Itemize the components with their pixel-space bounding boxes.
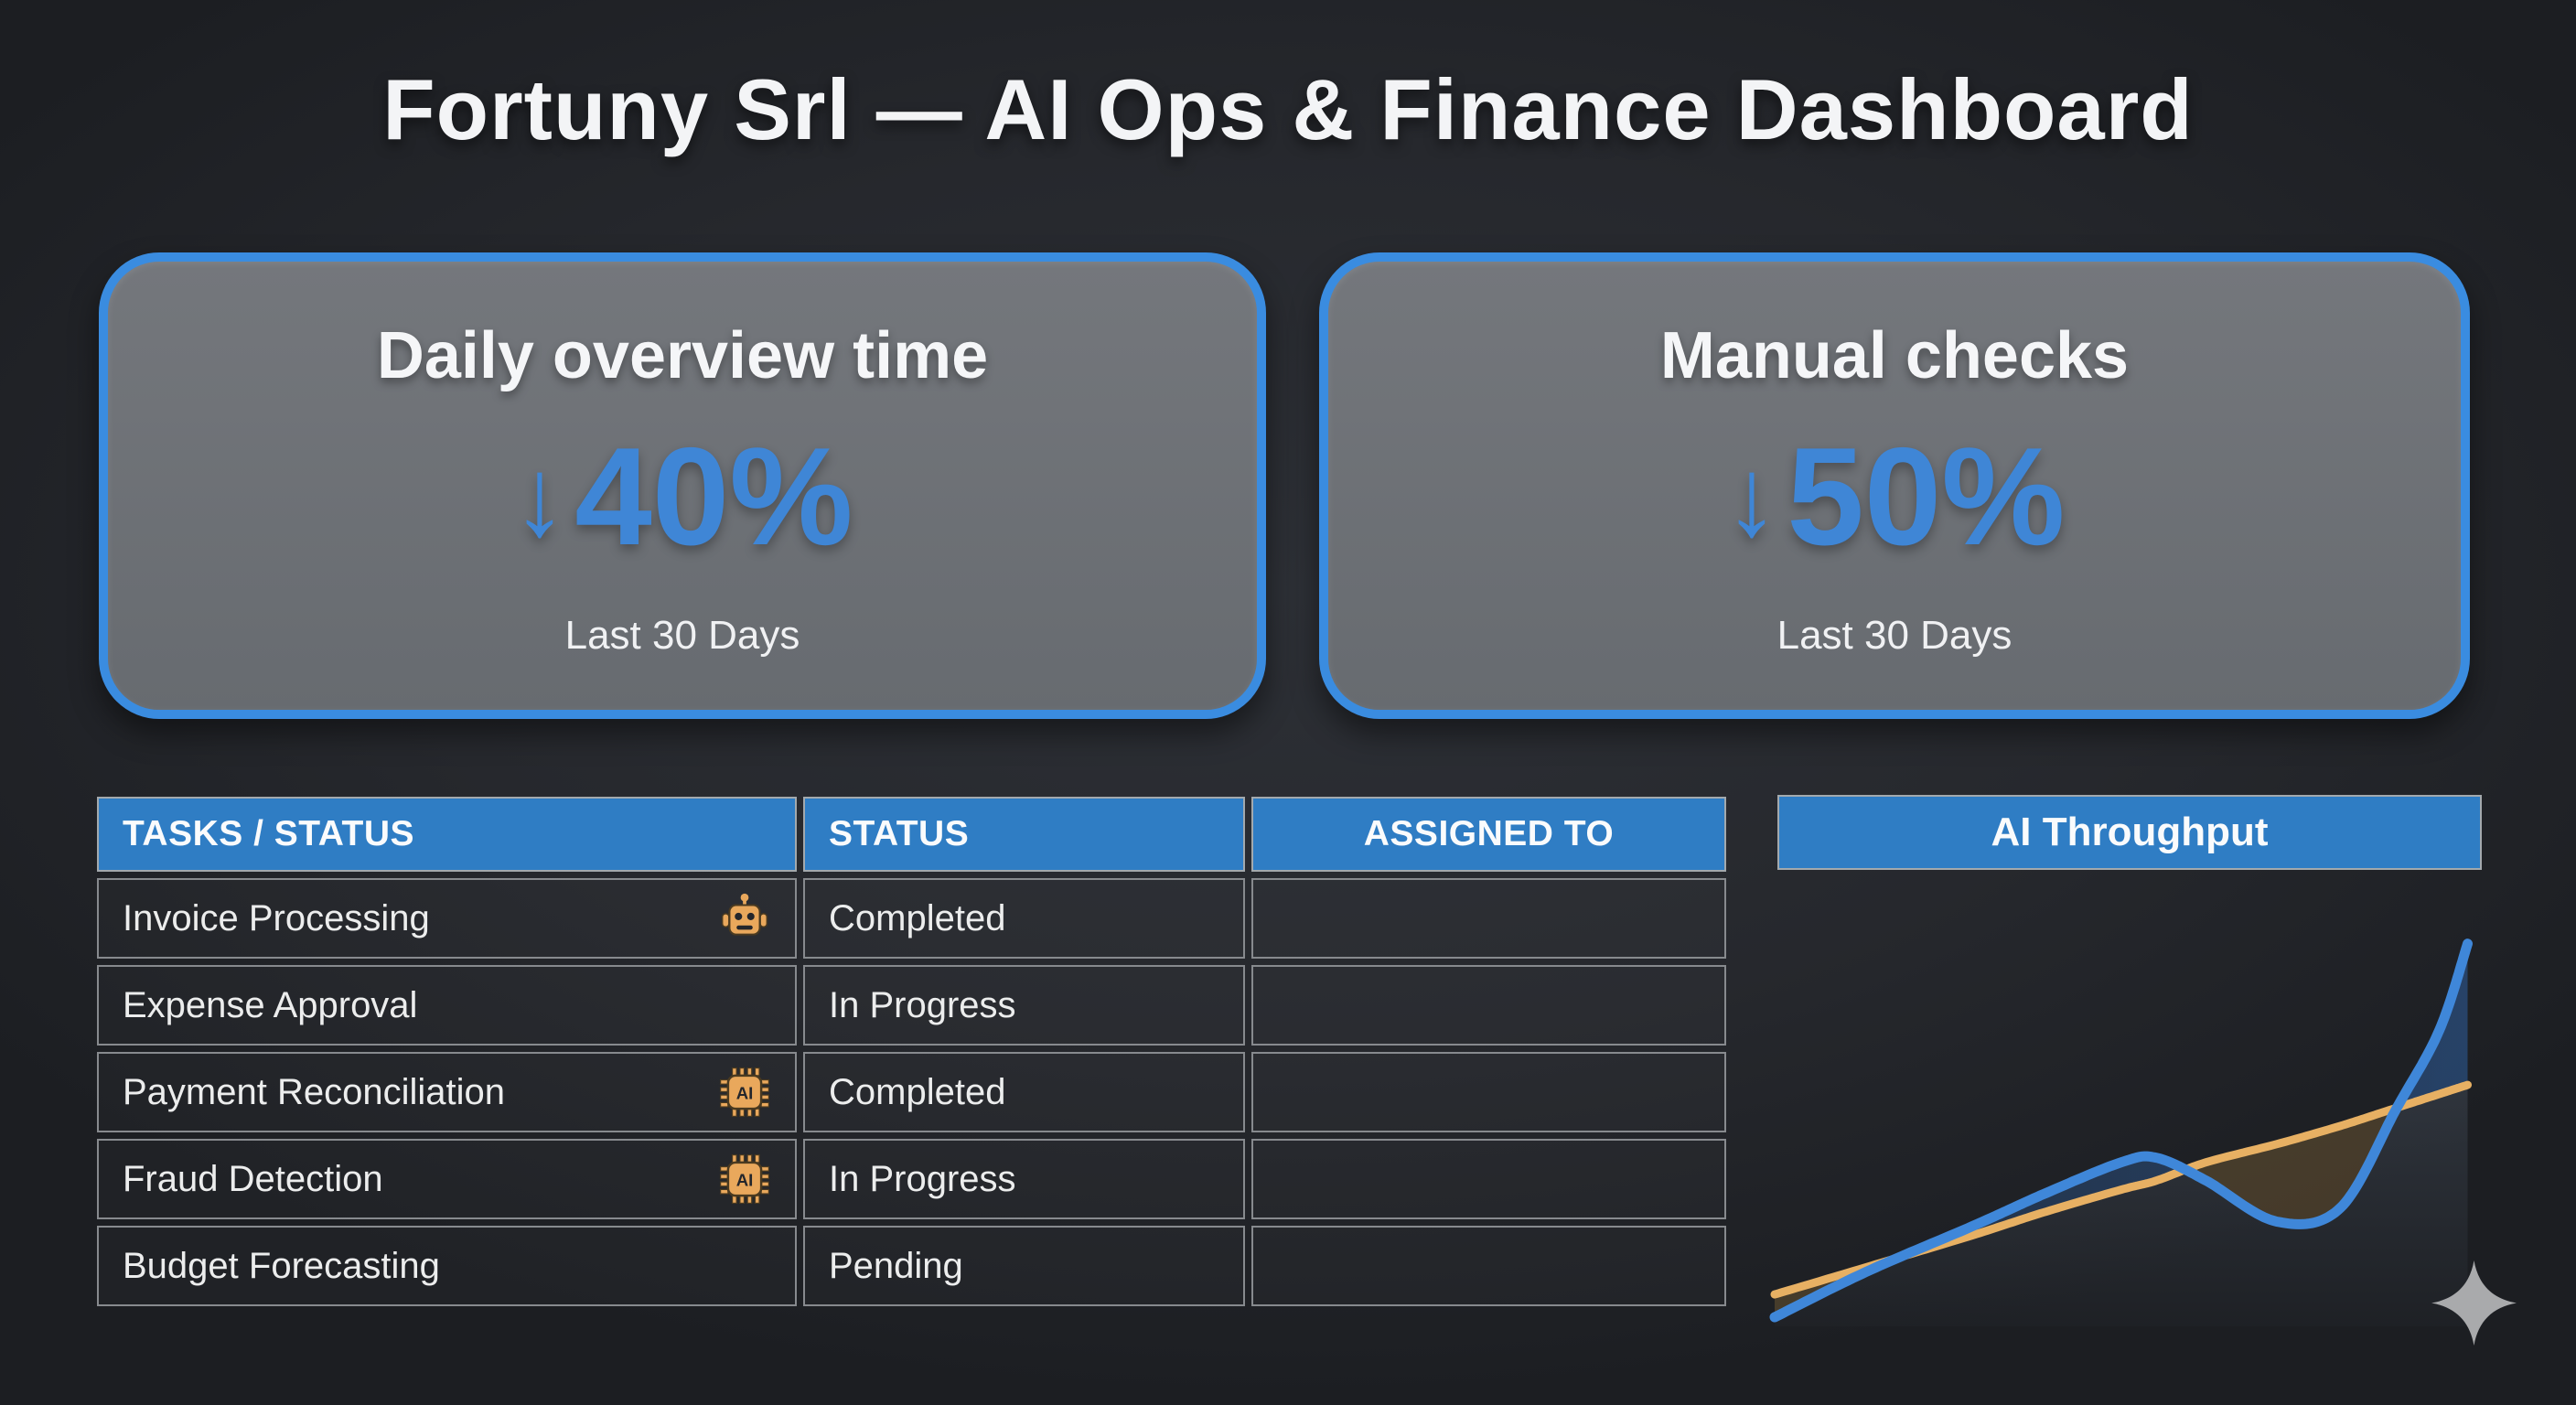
task-label: Payment Reconciliation (123, 1071, 505, 1112)
task-cell: Invoice Processing (97, 878, 797, 959)
metric-card-daily-overview: Daily overview time ↓ 40% Last 30 Days (99, 252, 1266, 719)
metric-value: ↓ 50% (1723, 424, 2065, 571)
chart-panel-header: AI Throughput (1777, 795, 2482, 870)
metric-period: Last 30 Days (564, 612, 800, 658)
sparkle-icon (2431, 1260, 2517, 1346)
metric-card-manual-checks: Manual checks ↓ 50% Last 30 Days (1319, 252, 2470, 719)
chart-underlay-fill (1775, 1085, 2468, 1326)
task-cell: Budget Forecasting (97, 1226, 797, 1306)
down-arrow-icon: ↓ (511, 434, 568, 559)
metric-card-title: Manual checks (1659, 319, 2130, 392)
assigned-cell (1251, 1226, 1726, 1306)
assigned-cell (1251, 878, 1726, 959)
tasks-table: TASKS / STATUS STATUS ASSIGNED TO Invoic… (97, 797, 1726, 1306)
robot-icon (721, 893, 768, 936)
ai-chip-icon: AI (719, 1153, 770, 1205)
ai-chip-icon: AI (719, 1067, 770, 1118)
metric-card-title: Daily overview time (376, 319, 989, 392)
task-cell: Payment Reconciliation AI (97, 1052, 797, 1132)
status-cell: In Progress (803, 1139, 1245, 1219)
down-arrow-icon: ↓ (1723, 434, 1780, 559)
column-header-tasks: TASKS / STATUS (97, 797, 797, 872)
assigned-cell (1251, 1139, 1726, 1219)
ai-throughput-line (1769, 938, 2473, 1323)
status-cell: In Progress (803, 965, 1245, 1046)
metric-value: ↓ 40% (511, 424, 853, 571)
column-header-status: STATUS (803, 797, 1245, 872)
metric-percent: 50% (1787, 419, 2066, 574)
chart-tan-band-fill (1775, 1108, 2398, 1317)
svg-text:AI: AI (736, 1170, 754, 1189)
assigned-cell (1251, 965, 1726, 1046)
page-title: Fortuny Srl — AI Ops & Finance Dashboard (382, 61, 2194, 157)
assigned-cell (1251, 1052, 1726, 1132)
task-cell: Fraud Detection AI (97, 1139, 797, 1219)
task-label: Expense Approval (123, 984, 418, 1025)
baseline-trend-line (1770, 1080, 2472, 1299)
svg-text:AI: AI (736, 1083, 754, 1102)
metric-percent: 40% (574, 419, 853, 574)
throughput-chart (1769, 938, 2473, 1326)
task-label: Budget Forecasting (123, 1245, 440, 1286)
task-label: Fraud Detection (123, 1158, 383, 1199)
chart-title: AI Throughput (1991, 810, 2269, 854)
status-cell: Completed (803, 878, 1245, 959)
task-label: Invoice Processing (123, 897, 430, 938)
task-cell: Expense Approval (97, 965, 797, 1046)
metric-period: Last 30 Days (1776, 612, 2012, 658)
column-header-assigned: ASSIGNED TO (1251, 797, 1726, 872)
status-cell: Pending (803, 1226, 1245, 1306)
status-cell: Completed (803, 1052, 1245, 1132)
